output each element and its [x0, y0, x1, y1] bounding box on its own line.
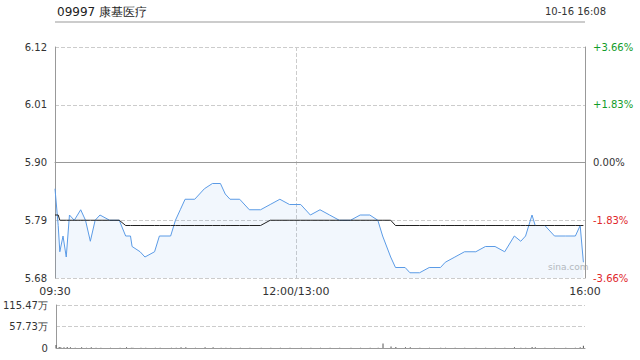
- svg-text:+3.66%: +3.66%: [593, 42, 633, 53]
- svg-text:115.47万: 115.47万: [3, 300, 48, 311]
- svg-text:0: 0: [42, 343, 48, 354]
- svg-text:5.79: 5.79: [25, 215, 47, 226]
- svg-text:5.90: 5.90: [25, 157, 47, 168]
- svg-text:5.68: 5.68: [25, 273, 47, 284]
- svg-text:-1.83%: -1.83%: [593, 215, 628, 226]
- svg-text:0.00%: 0.00%: [593, 157, 625, 168]
- svg-text:-3.66%: -3.66%: [593, 273, 628, 284]
- svg-text:09997 康基医疗: 09997 康基医疗: [57, 5, 147, 19]
- svg-text:6.01: 6.01: [25, 99, 47, 110]
- svg-text:6.12: 6.12: [25, 42, 47, 53]
- svg-text:57.73万: 57.73万: [9, 321, 48, 332]
- svg-text:16:00: 16:00: [569, 285, 601, 298]
- svg-text:09:30: 09:30: [39, 285, 71, 298]
- svg-text:12:00/13:00: 12:00/13:00: [262, 285, 329, 298]
- svg-text:+1.83%: +1.83%: [593, 99, 633, 110]
- svg-text:10-16 16:08: 10-16 16:08: [545, 6, 606, 17]
